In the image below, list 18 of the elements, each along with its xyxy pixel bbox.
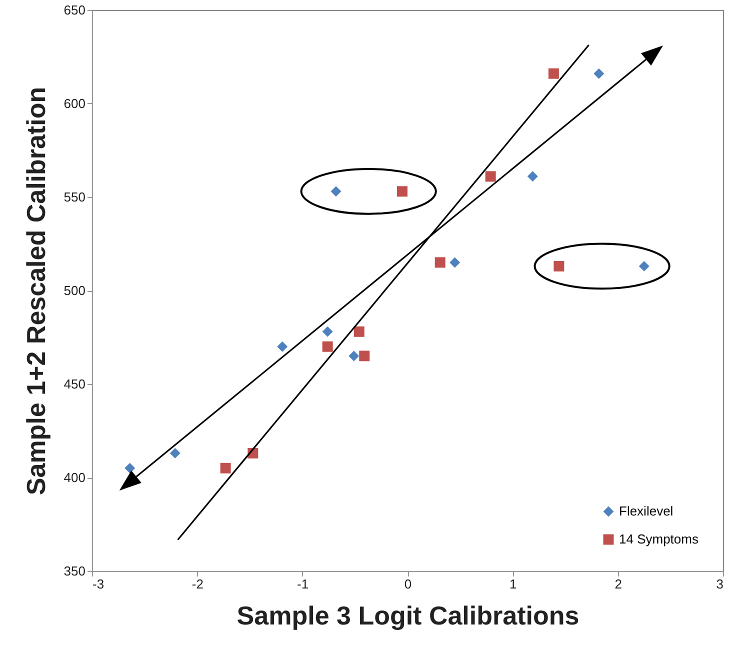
legend-label: 14 Symptoms [619,532,699,546]
x-axis-title: Sample 3 Logit Calibrations [236,600,580,630]
y-tick-label: 400 [64,470,86,485]
y-tick-label: 650 [64,2,86,18]
y-tick-label: 500 [64,283,86,298]
x-tick-label: 3 [716,576,724,592]
x-tick-label: -3 [92,576,104,592]
x-tick-label: 0 [404,576,412,592]
y-tick-label: 450 [64,376,86,392]
legend-label: Flexilevel [619,504,674,518]
x-tick-label: 1 [510,576,517,592]
x-tick-label: -2 [192,576,204,592]
y-axis-title: Sample 1+2 Rescaled Calibration [20,86,51,496]
y-tick-label: 550 [64,190,86,204]
y-tick-label: 350 [64,564,86,578]
x-tick-label: 2 [614,576,622,592]
y-tick-label: 600 [64,96,86,111]
x-tick-label: -1 [297,576,309,592]
